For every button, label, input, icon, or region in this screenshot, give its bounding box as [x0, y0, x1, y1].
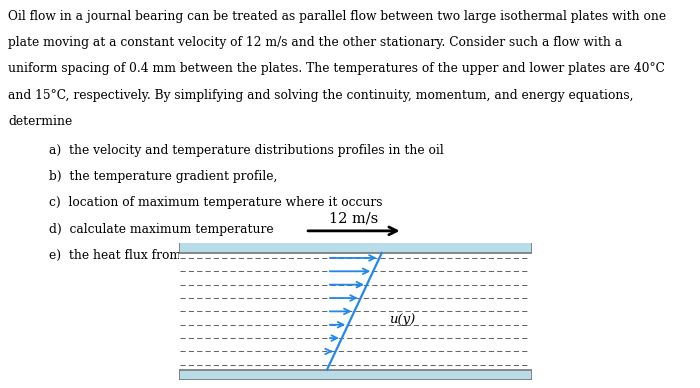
- Text: determine: determine: [8, 115, 73, 128]
- Text: e)  the heat flux from the oil to each plate: e) the heat flux from the oil to each pl…: [49, 249, 309, 262]
- Text: b)  the temperature gradient profile,: b) the temperature gradient profile,: [49, 170, 277, 183]
- Text: u(y): u(y): [389, 313, 415, 326]
- Text: uniform spacing of 0.4 mm between the plates. The temperatures of the upper and : uniform spacing of 0.4 mm between the pl…: [8, 62, 665, 76]
- Text: c)  location of maximum temperature where it occurs: c) location of maximum temperature where…: [49, 196, 382, 210]
- Bar: [178, 253, 532, 370]
- Text: plate moving at a constant velocity of 12 m/s and the other stationary. Consider: plate moving at a constant velocity of 1…: [8, 36, 622, 49]
- Text: a)  the velocity and temperature distributions profiles in the oil: a) the velocity and temperature distribu…: [49, 144, 444, 157]
- Text: 12 m/s: 12 m/s: [329, 212, 378, 226]
- Text: d)  calculate maximum temperature: d) calculate maximum temperature: [49, 223, 274, 236]
- Text: Oil flow in a journal bearing can be treated as parallel flow between two large : Oil flow in a journal bearing can be tre…: [8, 10, 666, 23]
- Text: and 15°C, respectively. By simplifying and solving the continuity, momentum, and: and 15°C, respectively. By simplifying a…: [8, 89, 634, 102]
- Bar: [178, 242, 532, 253]
- Bar: [178, 370, 532, 380]
